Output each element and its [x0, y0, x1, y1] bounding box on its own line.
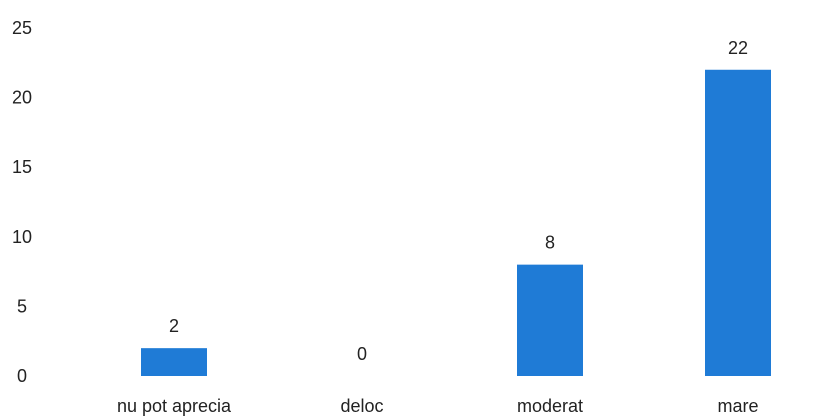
- bars: [141, 69, 771, 376]
- y-tick-label: 15: [12, 157, 32, 177]
- x-axis: nu pot aprecia deloc moderat mare: [117, 396, 759, 416]
- bar: [705, 69, 771, 376]
- bar: [141, 348, 207, 376]
- data-label: 8: [545, 233, 555, 253]
- data-label: 0: [357, 344, 367, 364]
- x-category-label: nu pot aprecia: [117, 396, 232, 416]
- x-category-label: mare: [717, 396, 758, 416]
- bar: [517, 264, 583, 376]
- data-label: 22: [728, 38, 748, 58]
- x-category-label: deloc: [340, 396, 383, 416]
- y-tick-label: 0: [17, 366, 27, 386]
- data-labels: 2 0 8 22: [169, 38, 748, 364]
- data-label: 2: [169, 316, 179, 336]
- y-tick-label: 25: [12, 18, 32, 38]
- y-tick-label: 5: [17, 296, 27, 316]
- x-category-label: moderat: [517, 396, 583, 416]
- y-tick-label: 10: [12, 227, 32, 247]
- y-tick-label: 20: [12, 88, 32, 108]
- y-axis: 0 5 10 15 20 25: [12, 18, 32, 386]
